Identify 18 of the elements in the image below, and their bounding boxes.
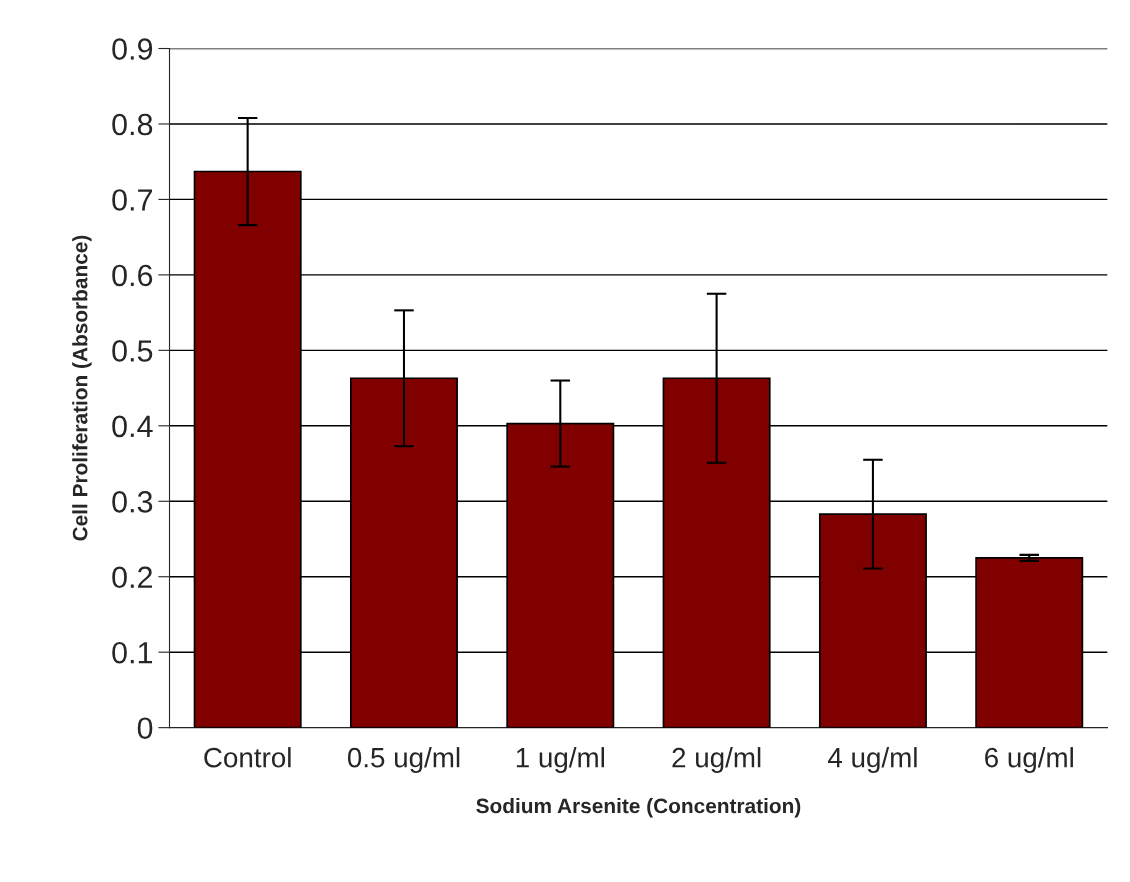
y-axis-title: Cell Proliferation (Absorbance) [72, 235, 92, 541]
x-tick-label: 4 ug/ml [828, 747, 917, 773]
x-tick-label: 0.5 ug/ml [347, 747, 460, 773]
y-tick-label: 0.7 [112, 189, 152, 211]
y-tick-label: 0.3 [112, 491, 153, 513]
x-tick-label: 6 ug/ml [985, 747, 1073, 773]
y-tick-label: 0.2 [112, 566, 152, 589]
y-tick-label: 0.4 [112, 415, 153, 438]
y-tick-label: 0.1 [112, 641, 153, 664]
y-tick-label: 0 [137, 717, 153, 740]
y-tick-label: 0.6 [112, 264, 153, 287]
x-tick-label: 1 ug/ml [516, 747, 604, 773]
y-tick-label: 0.8 [112, 113, 153, 136]
x-axis-title: Sodium Arsenite (Concentration) [476, 797, 801, 818]
y-tick-label: 0.9 [112, 38, 153, 60]
x-tick-label: Control [204, 747, 291, 768]
x-tick-label: 2 ug/ml [672, 747, 761, 773]
y-tick-label: 0.5 [112, 340, 153, 362]
